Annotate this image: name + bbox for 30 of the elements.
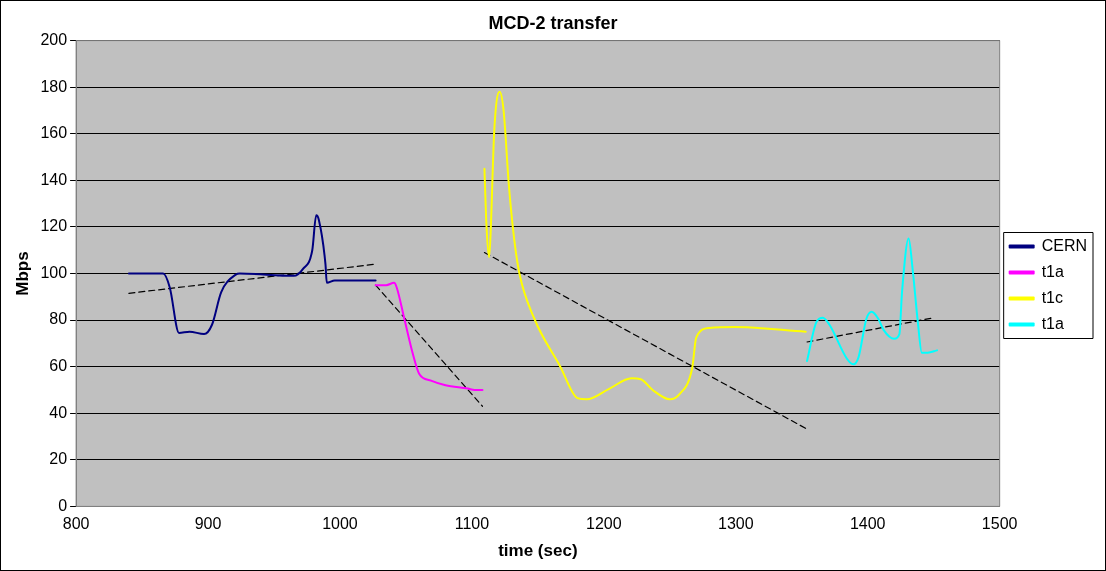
legend-label: t1a xyxy=(1041,314,1065,332)
x-tick-label: 900 xyxy=(194,515,222,533)
x-tick-label: 1200 xyxy=(586,515,622,533)
y-tick-label: 180 xyxy=(40,77,68,95)
x-axis-title: time (sec) xyxy=(498,541,578,561)
y-axis-title: Mbps xyxy=(12,251,32,296)
x-tick-label: 1000 xyxy=(322,515,358,533)
y-tick-label: 100 xyxy=(40,263,68,281)
y-tick-label: 200 xyxy=(40,31,68,49)
line-series xyxy=(374,281,484,391)
x-tick-label: 1300 xyxy=(717,515,754,533)
y-tick-label: 20 xyxy=(49,450,68,468)
x-tick-label: 1500 xyxy=(981,515,1018,533)
x-tick-label: 800 xyxy=(62,515,90,533)
y-tick-label: 160 xyxy=(40,124,68,142)
y-tick-label: 140 xyxy=(40,170,68,188)
line-series xyxy=(483,90,807,401)
chart-title: MCD-2 transfer xyxy=(488,12,618,33)
x-tick-label: 1100 xyxy=(454,515,490,533)
line-series xyxy=(806,237,938,366)
legend-label: t1c xyxy=(1041,288,1064,306)
x-tick-label: 1400 xyxy=(849,515,886,533)
y-tick-label: 40 xyxy=(49,403,68,421)
line-series xyxy=(127,214,377,336)
legend-label: t1a xyxy=(1041,262,1065,280)
y-tick-label: 0 xyxy=(58,496,68,514)
y-tick-label: 120 xyxy=(40,217,68,235)
legend-label: CERN xyxy=(1041,236,1088,254)
y-tick-label: 80 xyxy=(49,310,68,328)
y-tick-label: 60 xyxy=(49,357,68,375)
